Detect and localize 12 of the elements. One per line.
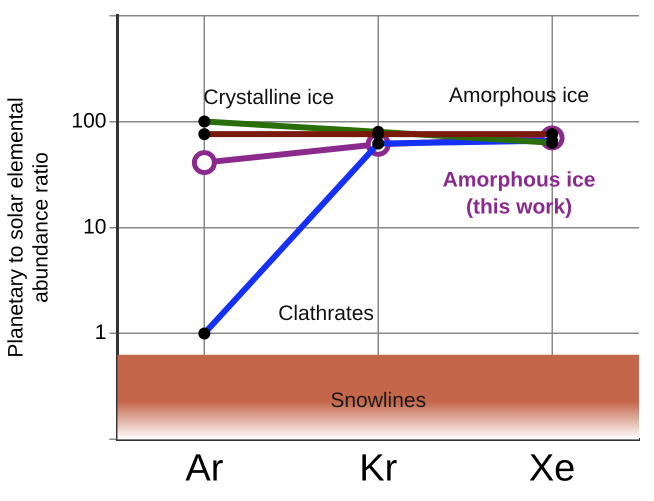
series-label: Amorphous ice [449,84,590,107]
x-tick-label: Kr [359,448,398,490]
band-label: Snowlines [330,388,426,412]
series-label: Crystalline ice [203,86,334,110]
y-tick-label: 1 [94,321,106,344]
y-tick-label: 10 [83,215,106,238]
x-tick-label: Ar [185,448,224,490]
y-axis-title: Planetary to solar elemental abundance ratio [4,97,53,358]
point [192,150,217,176]
x-tick-label: Xe [528,448,576,490]
series-label: Clathrates [278,302,374,326]
y-tick-label: 100 [71,109,106,132]
